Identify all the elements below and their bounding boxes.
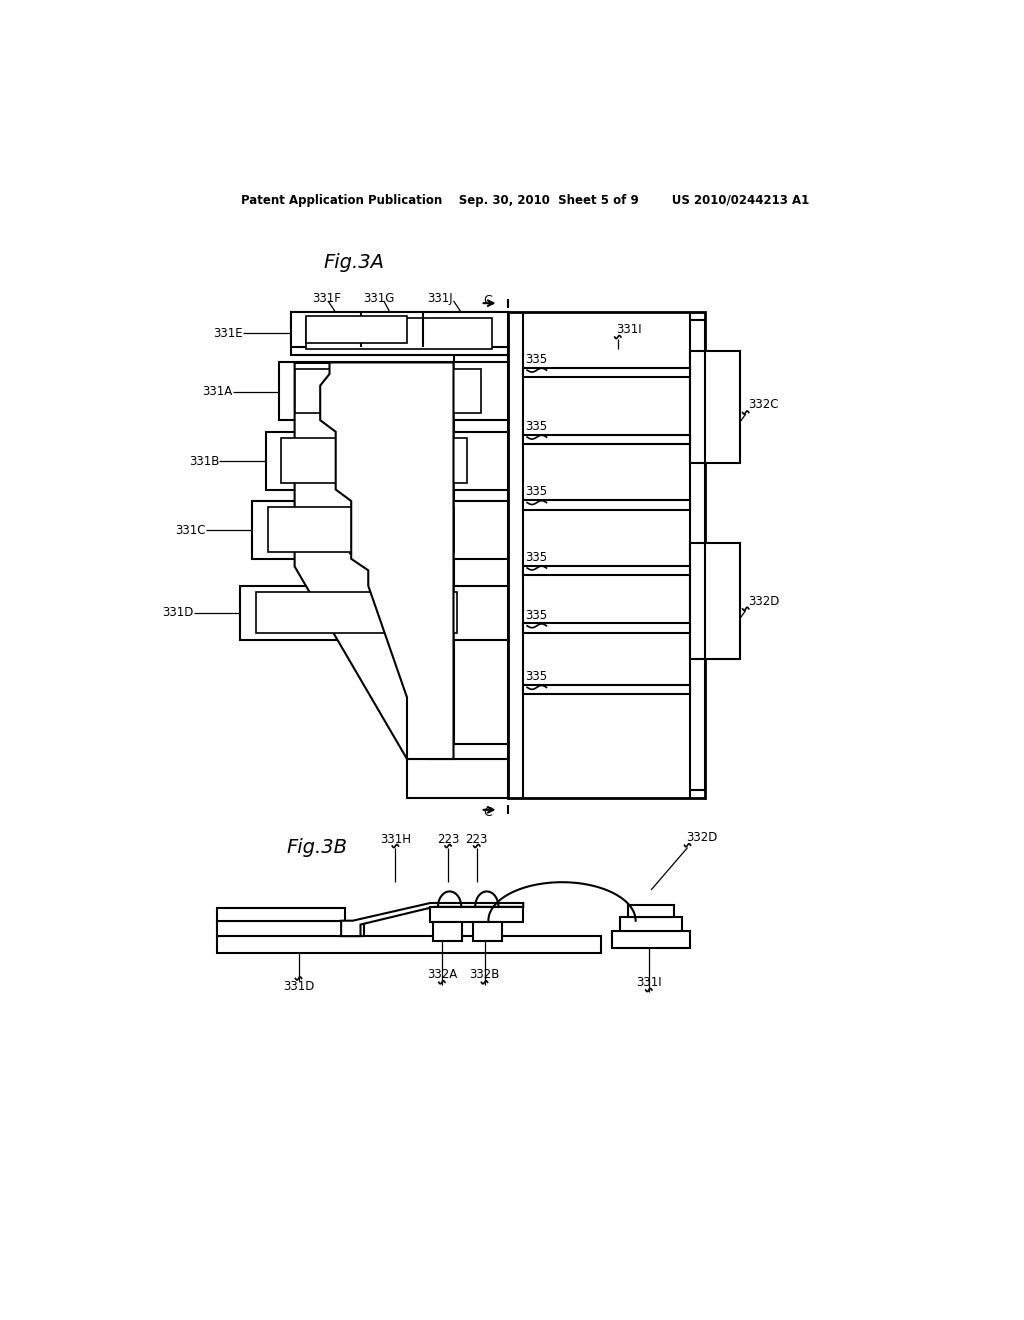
Text: 331D: 331D — [163, 606, 194, 619]
Text: 331D: 331D — [283, 979, 314, 993]
Bar — [280, 363, 508, 420]
Bar — [241, 586, 508, 640]
Text: 335: 335 — [525, 486, 548, 499]
Bar — [454, 355, 508, 759]
Text: Fig.3A: Fig.3A — [324, 253, 385, 272]
Text: 331J: 331J — [427, 292, 454, 305]
Bar — [266, 432, 508, 490]
Bar — [430, 743, 508, 759]
Bar — [217, 936, 601, 953]
Text: 331C: 331C — [175, 524, 206, 537]
Text: 335: 335 — [525, 609, 548, 622]
Bar — [306, 318, 493, 348]
Text: Patent Application Publication    Sep. 30, 2010  Sheet 5 of 9        US 2010/024: Patent Application Publication Sep. 30, … — [241, 194, 809, 207]
Bar — [407, 759, 508, 797]
Text: 335: 335 — [525, 550, 548, 564]
Bar — [523, 500, 690, 510]
Text: 331E: 331E — [213, 326, 243, 339]
Text: 332D: 332D — [748, 594, 779, 607]
Text: C: C — [483, 294, 492, 308]
Bar — [628, 906, 675, 917]
Text: 331I: 331I — [616, 323, 642, 335]
Polygon shape — [295, 363, 454, 759]
Bar — [217, 908, 345, 921]
Bar — [690, 544, 740, 659]
Text: 223: 223 — [466, 833, 488, 846]
Text: 332B: 332B — [469, 968, 500, 981]
Bar — [523, 368, 690, 378]
Text: 335: 335 — [525, 352, 548, 366]
Bar — [473, 923, 503, 941]
Bar — [252, 502, 508, 558]
Bar — [523, 623, 690, 632]
Bar — [295, 368, 480, 413]
Bar — [306, 317, 407, 343]
Text: 332A: 332A — [427, 968, 457, 981]
Bar — [256, 591, 458, 634]
Text: 331H: 331H — [328, 545, 359, 557]
Text: 331G: 331G — [364, 292, 395, 305]
Text: 335: 335 — [525, 420, 548, 433]
Polygon shape — [341, 903, 523, 936]
Bar — [690, 351, 740, 462]
Bar — [432, 923, 462, 941]
Bar — [523, 566, 690, 576]
Text: Fig.3B: Fig.3B — [287, 838, 348, 857]
Text: 331B: 331B — [189, 454, 219, 467]
Bar — [523, 434, 690, 444]
Bar — [217, 921, 365, 936]
Text: 331F: 331F — [312, 292, 341, 305]
Text: C: C — [483, 807, 492, 820]
Bar — [508, 313, 706, 797]
Bar — [621, 917, 682, 931]
Polygon shape — [295, 363, 454, 759]
Bar — [282, 438, 467, 483]
Bar — [267, 507, 454, 552]
Bar — [291, 313, 508, 347]
Text: 332D: 332D — [686, 832, 718, 843]
Text: 331H: 331H — [380, 833, 411, 846]
Bar — [430, 907, 523, 923]
Bar — [523, 685, 690, 694]
Bar — [612, 931, 690, 948]
Text: 331I: 331I — [636, 975, 662, 989]
Text: 335: 335 — [525, 671, 548, 684]
Text: 331A: 331A — [203, 385, 232, 399]
Text: 332C: 332C — [748, 399, 778, 412]
Bar — [291, 313, 508, 355]
Text: 223: 223 — [437, 833, 459, 846]
